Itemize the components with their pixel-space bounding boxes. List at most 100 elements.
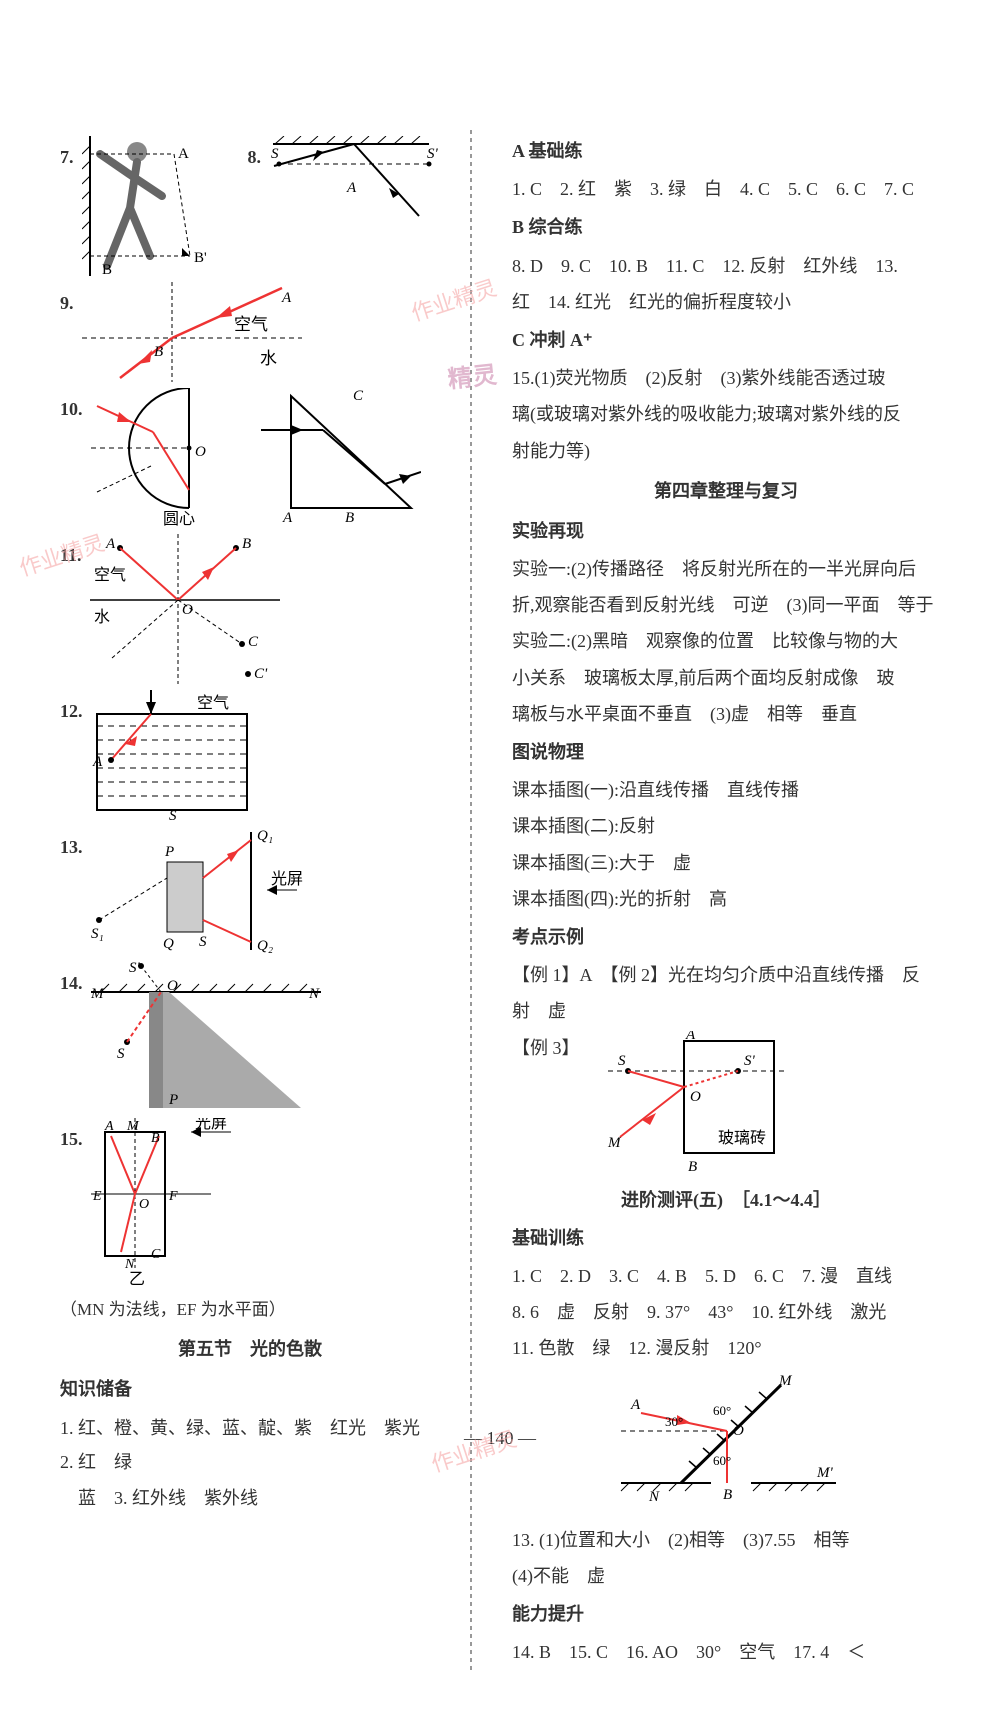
ex3-O: O <box>690 1089 701 1105</box>
d8-A: A <box>346 180 357 196</box>
q9-num: 9. <box>60 282 74 320</box>
kdsl-title: 考点示例 <box>512 920 940 954</box>
diagram-15: 15. A M B E F O N C 乙 光屏 <box>60 1118 440 1288</box>
c-line3: 射能力等) <box>512 434 940 468</box>
d10-O: O <box>195 444 206 460</box>
ex2: 射 虚 <box>512 994 940 1028</box>
ex3-wrap: 【例 3】 S S' A O M 玻璃砖 B <box>512 1031 940 1181</box>
ch4-title: 第四章整理与复习 <box>512 474 940 508</box>
diagram-9-svg: A 空气 水 B <box>82 282 302 382</box>
q13b-line: (4)不能 虚 <box>512 1559 940 1593</box>
d10-center: 圆心 <box>163 510 195 528</box>
d12-air: 空气 <box>197 694 229 712</box>
d15-F: F <box>168 1189 178 1204</box>
diagram-13-svg: S₁ P Q S Q₁ Q₂ 光屏 <box>91 826 321 956</box>
d11-O: O <box>182 602 193 618</box>
ex3-label: 【例 3】 <box>512 1031 580 1065</box>
diagram-13: 13. S₁ P Q S Q₁ Q₂ 光屏 <box>60 826 440 956</box>
mir-60b: 60° <box>713 1453 731 1468</box>
d14-P: P <box>168 1092 178 1108</box>
q10-num: 10. <box>60 388 83 426</box>
d14-O: O <box>167 978 178 994</box>
q12-num: 12. <box>60 690 83 728</box>
d14-N: N <box>308 986 320 1002</box>
d13-S1: S₁ <box>91 926 104 942</box>
d12-A: A <box>92 754 103 770</box>
ts4: 课本插图(四):光的折射 高 <box>512 882 940 916</box>
d7-A: A <box>178 146 189 162</box>
mir-N: N <box>648 1489 660 1503</box>
sy5: 璃板与水平桌面不垂直 (3)虚 相等 垂直 <box>512 697 940 731</box>
svg-text:A: A <box>281 290 292 306</box>
q7-num: 7. <box>60 136 74 174</box>
sy3: 实验二:(2)黑暗 观察像的位置 比较像与物的大 <box>512 624 940 658</box>
zscb-title: 知识储备 <box>60 1372 440 1406</box>
diagram-9: 9. A 空气 水 B <box>60 282 440 382</box>
diagram-10-svg: O 圆心 A B C <box>91 388 421 528</box>
ex3-glass: 玻璃砖 <box>718 1129 766 1147</box>
q14-num: 14. <box>60 962 83 1000</box>
diagram-15-svg: A M B E F O N C 乙 光屏 <box>91 1118 291 1288</box>
d10-A: A <box>282 510 293 526</box>
ex3-A: A <box>685 1031 696 1043</box>
d13-S: S <box>199 934 207 950</box>
diagram-14-svg: M N S S' O P <box>91 962 321 1112</box>
a-title: A 基础练 <box>512 134 940 168</box>
jc2: 8. 6 虚 反射 9. 37° 43° 10. 红外线 激光 <box>512 1295 940 1329</box>
d7-Bp: B' <box>194 250 207 266</box>
nlts-title: 能力提升 <box>512 1597 940 1631</box>
ex3-svg: S S' A O M 玻璃砖 B <box>588 1031 808 1181</box>
sy2: 折,观察能否看到反射光线 可逆 (3)同一平面 等于 <box>512 588 940 622</box>
d11-air: 空气 <box>94 566 126 584</box>
section5-title: 第五节 光的色散 <box>60 1332 440 1366</box>
d13-P: P <box>164 844 174 860</box>
d7-B: B <box>102 262 112 276</box>
ts1: 课本插图(一):沿直线传播 直线传播 <box>512 773 940 807</box>
d15-yi: 乙 <box>129 1271 145 1288</box>
d15-B: B <box>151 1131 160 1146</box>
watermark-stamp: 精灵 <box>446 354 500 405</box>
diagram-8-svg: S S' A <box>269 136 439 236</box>
d9-water: 水 <box>260 349 277 368</box>
jc1: 1. C 2. D 3. C 4. B 5. D 6. C 7. 漫 直线 <box>512 1259 940 1293</box>
syzx-title: 实验再现 <box>512 514 940 548</box>
mir-B: B <box>723 1487 732 1503</box>
q13-num: 13. <box>60 826 83 864</box>
d11-Cp: C' <box>254 666 268 682</box>
d13-Q: Q <box>163 936 174 952</box>
ts3: 课本插图(三):大于 虚 <box>512 846 940 880</box>
d15-O: O <box>139 1197 149 1212</box>
d14-Sp: S' <box>129 962 141 976</box>
diagram-7-8: 7. A B B' 8. S S' A <box>60 136 440 276</box>
ex3-M: M <box>607 1135 622 1151</box>
d8-Sp: S' <box>427 146 439 162</box>
diagram-14: 14. M N S S' O P <box>60 962 440 1112</box>
q13-line: 13. (1)位置和大小 (2)相等 (3)7.55 相等 <box>512 1523 940 1557</box>
sy4: 小关系 玻璃板太厚,前后两个面均反射成像 玻 <box>512 661 940 695</box>
d8-S: S <box>271 146 279 162</box>
ex1: 【例 1】A 【例 2】光在均匀介质中沿直线传播 反 <box>512 958 940 992</box>
c-title: C 冲刺 A⁺ <box>512 323 940 357</box>
ts2: 课本插图(二):反射 <box>512 809 940 843</box>
d11-C: C <box>248 634 259 650</box>
b-line2: 红 14. 红光 红光的偏折程度较小 <box>512 285 940 319</box>
d9-air: 空气 <box>234 315 268 334</box>
kb-line2: 蓝 3. 红外线 紫外线 <box>60 1481 440 1515</box>
d13-Q1: Q₁ <box>257 828 273 844</box>
tswl-title: 图说物理 <box>512 735 940 769</box>
d13-Q2: Q₂ <box>257 938 273 954</box>
a-line: 1. C 2. 红 紫 3. 绿 白 4. C 5. C 6. C 7. C <box>512 172 940 206</box>
ex3-S: S <box>618 1053 626 1069</box>
d13-screen: 光屏 <box>271 870 303 888</box>
d15-A: A <box>104 1119 114 1134</box>
d11-water: 水 <box>94 608 110 626</box>
diagram-12-svg: A 空气 S <box>91 690 261 820</box>
c-line2: 璃(或玻璃对紫外线的吸收能力;玻璃对紫外线的反 <box>512 397 940 431</box>
d15-N: N <box>124 1257 135 1272</box>
d15-E: E <box>92 1189 102 1204</box>
mir-Mp: M' <box>816 1465 833 1481</box>
q8-num: 8. <box>248 136 262 174</box>
jc3: 11. 色散 绿 12. 漫反射 120° <box>512 1331 940 1365</box>
diagram-12: 12. A 空气 S <box>60 690 440 820</box>
d10-C: C <box>353 388 364 404</box>
